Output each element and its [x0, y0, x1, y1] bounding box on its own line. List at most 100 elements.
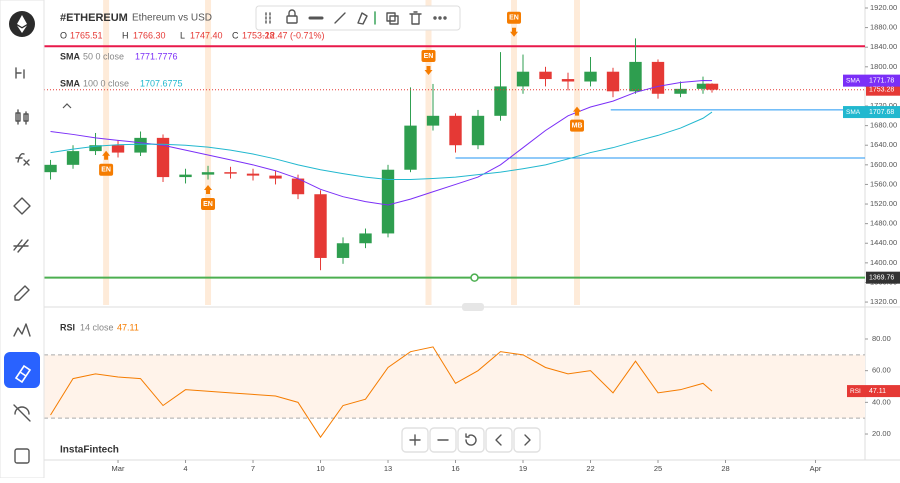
y-tick-label: 20.00 [872, 429, 891, 438]
candle-body [111, 145, 125, 153]
y-tick-label: 1800.00 [870, 62, 897, 71]
signal-arrow [573, 106, 582, 116]
signal-badge [570, 119, 585, 132]
signal-arrow [102, 150, 111, 160]
y-tick-label: 60.00 [872, 366, 891, 375]
candle-body [44, 164, 57, 173]
y-tick-label: 1840.00 [870, 42, 897, 51]
indicator-params: 100 0 close [83, 78, 129, 88]
candle-body [516, 71, 530, 87]
candle-body [539, 71, 552, 80]
y-tick-label: 80.00 [872, 334, 891, 343]
zoom-controls [401, 427, 541, 453]
y-tick-label: 1480.00 [870, 219, 897, 228]
signal-label: EN [101, 167, 111, 174]
collapse-toggle[interactable] [62, 103, 72, 109]
rsi-band [44, 354, 865, 419]
drawing-tools[interactable] [265, 9, 447, 25]
signal-badge [201, 198, 216, 211]
screenshot-button[interactable] [14, 448, 30, 464]
ohlc-value: 1747.40 [190, 30, 223, 40]
y-tick-label: 1400.00 [870, 258, 897, 267]
indicator-value: 1771.7776 [135, 51, 178, 61]
rsi-tag [847, 385, 900, 398]
candle-body [606, 71, 620, 92]
candle-body [426, 115, 440, 126]
level-handle [470, 273, 479, 282]
signal-label: MB [572, 122, 583, 129]
tool-buttons[interactable] [13, 67, 31, 337]
candle-body [224, 172, 237, 174]
signal-badge [99, 163, 114, 176]
candle-body [156, 137, 170, 178]
signal-badge [421, 50, 436, 63]
candle-body [134, 137, 147, 153]
signal-band [205, 0, 212, 305]
sma-line [50, 80, 713, 206]
sma-tag-name: SMA [846, 109, 861, 116]
signal-band [574, 0, 581, 305]
sma-tag-value: 1707.68 [869, 109, 894, 116]
sma-line [50, 111, 713, 181]
candle-body [314, 194, 327, 258]
indicator-name: SMA [60, 78, 81, 88]
pane-resize-handle[interactable] [462, 303, 484, 311]
signal-label: EN [509, 15, 519, 22]
rsi-tag-name: RSI [850, 388, 861, 395]
symbol-name: Ethereum vs USD [132, 13, 212, 24]
brand: InstaFintech [60, 445, 119, 456]
y-tick-label: 1720.00 [870, 101, 897, 110]
candle-body [246, 173, 260, 176]
signal-arrow [510, 27, 519, 37]
rsi-value: 47.11 [117, 322, 139, 332]
indicator-value: 1707.6775 [140, 78, 183, 88]
candle-body [201, 172, 215, 175]
candle-body [629, 61, 642, 92]
y-tick-label: 1600.00 [870, 160, 897, 169]
y-tick-label: 1680.00 [870, 121, 897, 130]
ohlc-value: 1765.51 [70, 30, 103, 40]
signal-label: EN [203, 201, 213, 208]
ohlc-key: H [122, 30, 129, 40]
candle-body [381, 169, 395, 234]
drawing-toolbar [255, 5, 461, 31]
x-tick-label: 4 [183, 464, 187, 473]
candle-body [404, 125, 417, 170]
candle-body [89, 145, 102, 152]
candle-body [674, 88, 687, 94]
candle-body [494, 86, 507, 116]
x-tick-label: Apr [810, 464, 822, 473]
x-tick-label: Mar [112, 464, 125, 473]
y-tick-label: 1640.00 [870, 140, 897, 149]
y-tick-label: 1440.00 [870, 238, 897, 247]
sma-tag [843, 106, 900, 119]
y-tick-label: 1880.00 [870, 23, 897, 32]
candle-body [705, 83, 719, 90]
y-tick-label: 1920.00 [870, 3, 897, 12]
price-change: -12.47 (-0.71%) [262, 30, 325, 40]
signal-arrow [204, 185, 213, 195]
hide-button[interactable] [13, 404, 31, 422]
ohlc-key: C [232, 30, 239, 40]
x-tick-label: 16 [451, 464, 459, 473]
indicator-name: SMA [60, 51, 81, 61]
ohlc-value: 1766.30 [133, 30, 166, 40]
nav-buttons[interactable] [401, 427, 541, 453]
price-tag-label: 1753.28 [869, 87, 894, 94]
candle-body [651, 61, 665, 94]
indicator-params: 50 0 close [83, 51, 124, 61]
left-toolbar [0, 0, 45, 479]
candle-body [269, 175, 282, 179]
ohlc-key: L [180, 30, 185, 40]
x-tick-label: 10 [316, 464, 324, 473]
rsi-line [50, 346, 713, 439]
level-tag [866, 271, 900, 284]
candle-body [696, 83, 710, 89]
candle-body [561, 79, 575, 82]
signal-band [425, 0, 432, 305]
rsi-params: 14 close [80, 322, 114, 332]
signal-badge [507, 11, 522, 24]
x-tick-label: 7 [251, 464, 255, 473]
signal-band [511, 0, 518, 305]
